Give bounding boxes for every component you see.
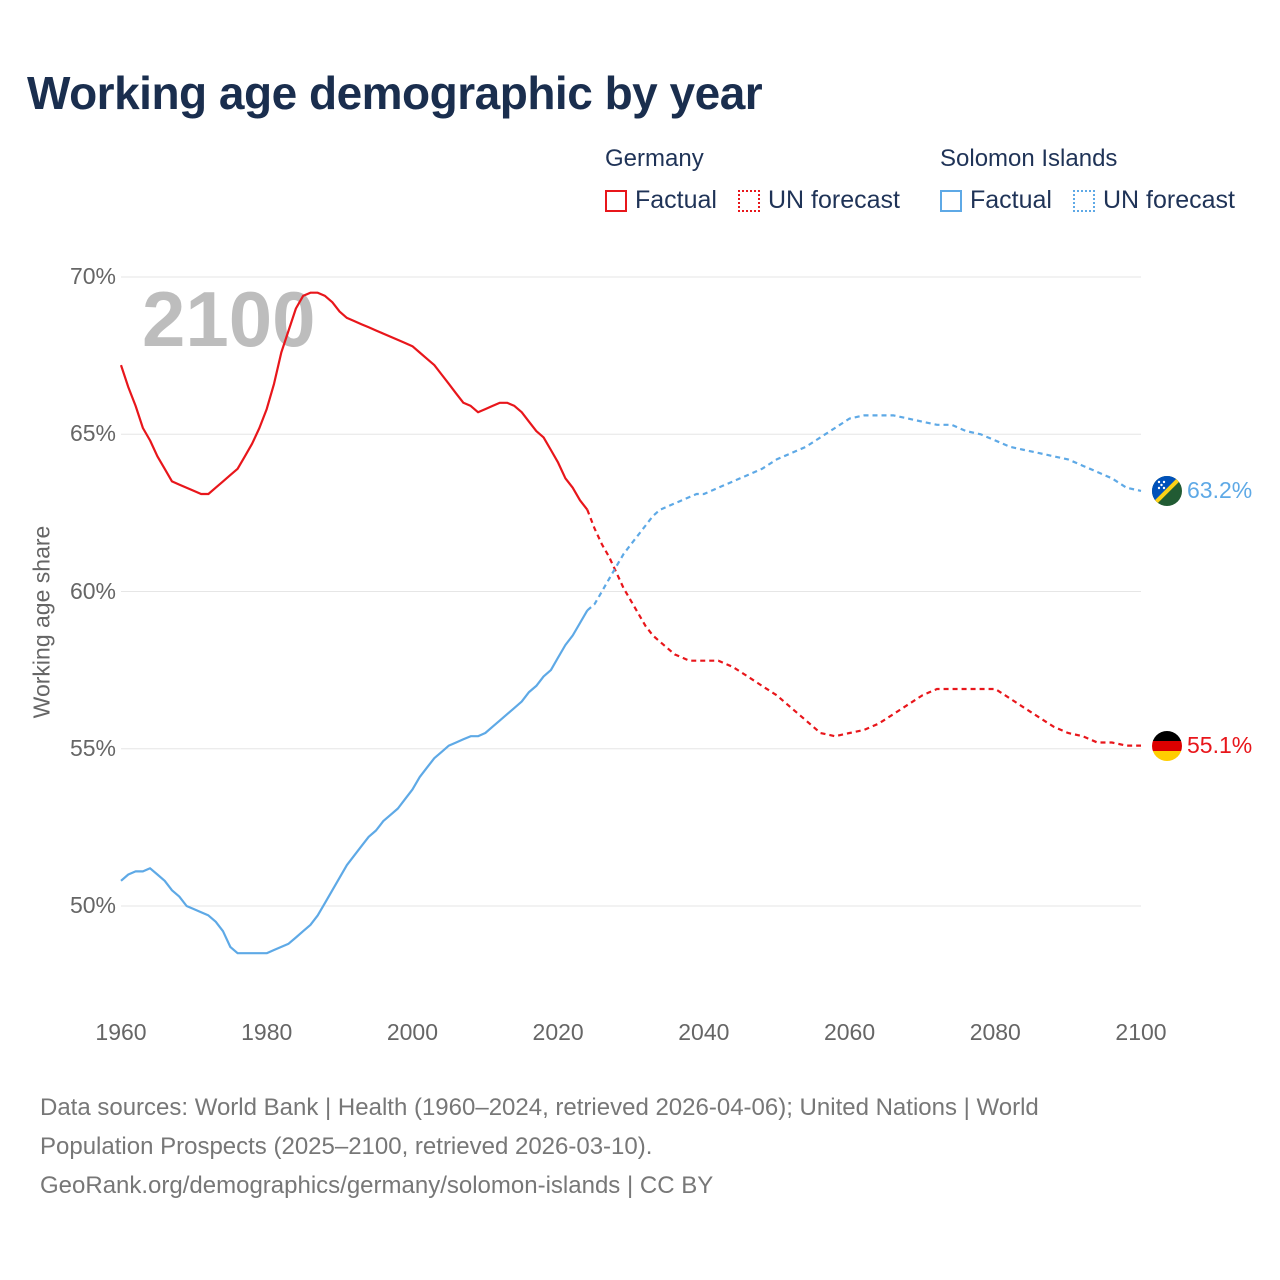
legend-swatch-solid-icon xyxy=(605,189,627,212)
legend-label: Factual xyxy=(635,186,717,214)
x-tick-label: 2000 xyxy=(386,1019,438,1045)
germany-factual-line[interactable] xyxy=(119,291,589,511)
legend-germany-forecast[interactable]: UN forecast xyxy=(738,186,900,215)
solomon-forecast-line[interactable] xyxy=(586,414,1142,612)
legend-solomon-forecast[interactable]: UN forecast xyxy=(1073,186,1235,215)
chart-title: Working age demographic by year xyxy=(27,67,763,119)
legend-germany-factual[interactable]: Factual xyxy=(605,186,717,215)
x-tick-label: 2100 xyxy=(1115,1019,1167,1045)
solomon-islands-end-value: 63.2% xyxy=(1187,476,1253,503)
legend-label: UN forecast xyxy=(768,186,900,214)
legend-swatch-dotted-icon xyxy=(1073,189,1095,212)
x-tick-label: 1960 xyxy=(95,1019,147,1045)
source-line: Population Prospects (2025–2100, retriev… xyxy=(40,1133,653,1160)
y-tick-label: 55% xyxy=(69,734,116,761)
x-tick-label: 2080 xyxy=(969,1019,1021,1045)
source-line: Data sources: World Bank | Health (1960–… xyxy=(40,1094,1039,1121)
germany-forecast-line[interactable] xyxy=(586,509,1141,747)
legend-swatch-solid-icon xyxy=(940,189,962,212)
x-tick-label: 2060 xyxy=(823,1019,876,1045)
source-link[interactable]: GeoRank.org/demographics/germany/solomon… xyxy=(40,1172,714,1199)
y-tick-label: 70% xyxy=(69,263,116,289)
y-tick-label: 60% xyxy=(69,577,116,604)
legend-label: Factual xyxy=(970,186,1052,214)
y-tick-label: 65% xyxy=(69,420,116,447)
germany-flag-icon xyxy=(1152,730,1182,761)
legend-group-solomon: Solomon Islands xyxy=(940,145,1118,172)
y-tick-label: 50% xyxy=(69,892,116,918)
x-tick-label: 2020 xyxy=(532,1019,584,1045)
x-tick-label: 1980 xyxy=(241,1019,293,1045)
solomon-islands-flag-icon xyxy=(1152,475,1182,506)
legend-swatch-dotted-icon xyxy=(738,189,760,212)
x-tick-label: 2040 xyxy=(678,1019,730,1045)
legend-group-germany: Germany xyxy=(605,145,704,172)
data-source-note: Data sources: World Bank | Health (1960–… xyxy=(40,1088,1240,1205)
germany-end-value: 55.1% xyxy=(1187,731,1253,758)
legend-solomon-factual[interactable]: Factual xyxy=(940,186,1052,215)
solomon-factual-line[interactable] xyxy=(120,609,589,955)
legend-label: UN forecast xyxy=(1103,186,1235,214)
year-watermark: 2100 xyxy=(142,275,316,363)
